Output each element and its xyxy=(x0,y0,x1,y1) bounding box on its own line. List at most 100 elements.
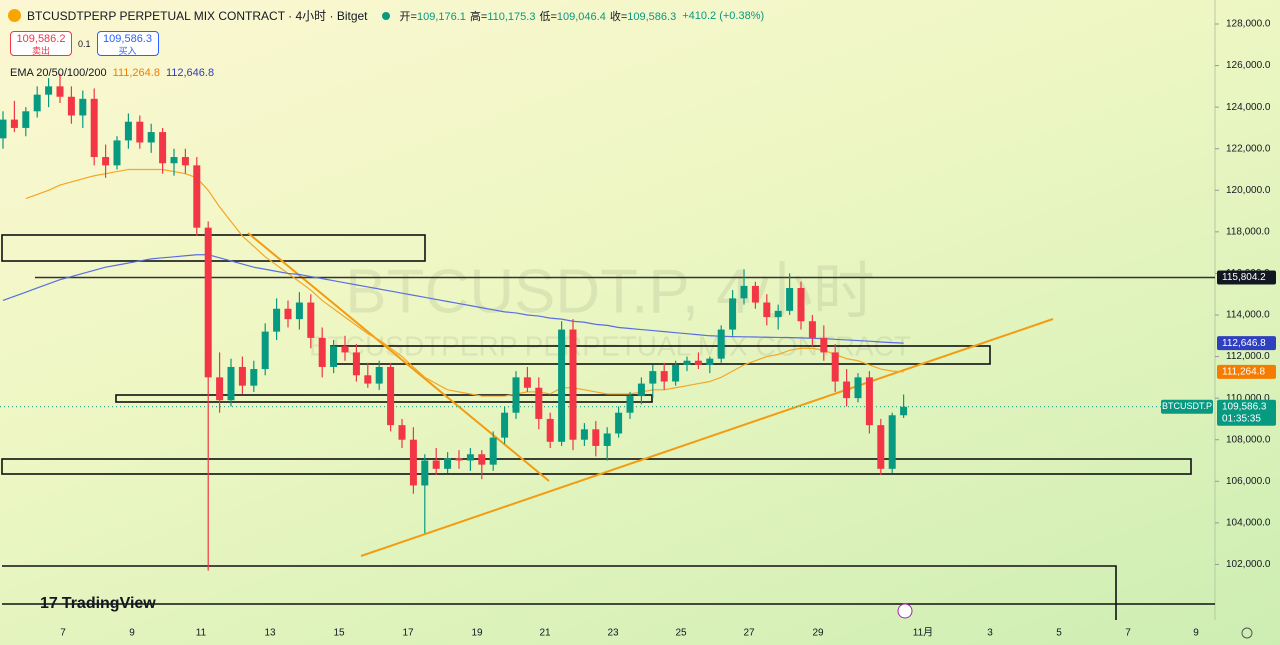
candle-body xyxy=(706,358,714,365)
zone xyxy=(115,394,653,403)
candle-body xyxy=(352,352,360,376)
ohlc-label: 收= xyxy=(609,10,628,23)
candle-body xyxy=(535,387,543,419)
candle-body xyxy=(273,308,281,332)
x-tick-label: 7 xyxy=(1125,628,1131,639)
candle-body xyxy=(774,310,782,318)
buy-price: 109,586.3 xyxy=(103,33,152,45)
candle-body xyxy=(683,360,691,365)
candle-body xyxy=(888,415,896,469)
x-tick-label: 13 xyxy=(264,628,276,639)
event-icon[interactable] xyxy=(897,603,913,619)
candle-body xyxy=(159,132,167,164)
candle-body xyxy=(717,329,725,359)
candle-body xyxy=(421,460,429,486)
candle-body xyxy=(546,418,554,442)
candle-body xyxy=(672,364,680,382)
candle-body xyxy=(444,458,452,469)
candle-body xyxy=(147,132,155,143)
x-tick-label: 29 xyxy=(812,628,824,639)
zone xyxy=(2,565,1117,620)
candle-body xyxy=(649,371,657,384)
candle-body xyxy=(261,331,269,370)
candle-body xyxy=(729,298,737,330)
symbol-tag xyxy=(1161,399,1213,414)
ohlc-value: 109,586.3 xyxy=(627,10,677,23)
x-tick-label: 23 xyxy=(607,628,619,639)
candle-body xyxy=(364,375,372,384)
ohlc-label: 低= xyxy=(539,10,557,23)
candle-body xyxy=(523,377,531,388)
candle-body xyxy=(637,383,645,397)
x-tick-label: 21 xyxy=(539,628,551,639)
candle-body xyxy=(398,425,406,440)
trend-line xyxy=(360,318,1054,557)
candle-body xyxy=(466,454,474,461)
candle-body xyxy=(181,157,189,166)
symbol-title: BTCUSDTPERP PERPETUAL MIX CONTRACT · 4小时… xyxy=(27,9,368,23)
candle-body xyxy=(808,321,816,338)
brand-mark: 17 xyxy=(40,595,58,612)
change: +410.2 (+0.38%) xyxy=(682,9,765,22)
candle-body xyxy=(694,360,702,365)
ohlc-label: 开= xyxy=(399,10,417,23)
zone xyxy=(1,458,1192,475)
candle-body xyxy=(512,377,520,413)
candle-body xyxy=(558,329,566,442)
ohlc-value: 109,176.1 xyxy=(416,10,466,23)
y-tick-label: 126,000.0 xyxy=(1226,60,1271,71)
sell-button[interactable]: 109,586.2 卖出 xyxy=(10,31,72,56)
x-tick-label: 11月 xyxy=(913,627,933,639)
spread: 0.1 xyxy=(78,38,91,49)
ema-line xyxy=(2,254,904,344)
status-dot xyxy=(381,11,390,20)
candle-body xyxy=(307,302,315,338)
candle-body xyxy=(831,352,839,382)
buy-button[interactable]: 109,586.3 买入 xyxy=(96,31,159,56)
ohlc-label: 高= xyxy=(469,10,488,23)
candle-body xyxy=(238,366,246,386)
candle-body xyxy=(56,86,64,97)
settings-icon[interactable] xyxy=(1241,627,1253,639)
x-tick-label: 7 xyxy=(60,628,66,639)
candle-body xyxy=(0,119,7,139)
x-tick-label: 17 xyxy=(402,628,414,639)
x-tick-label: 15 xyxy=(333,628,345,639)
candle-body xyxy=(569,329,577,440)
candle-body xyxy=(580,429,588,440)
candle-body xyxy=(284,308,292,320)
buy-label: 买入 xyxy=(118,46,137,56)
ema-label: EMA 20/50/100/200 xyxy=(10,67,107,79)
candle-body xyxy=(409,439,417,486)
candle-body xyxy=(820,337,828,353)
y-tick-label: 124,000.0 xyxy=(1226,102,1271,113)
y-tick-label: 118,000.0 xyxy=(1226,226,1270,237)
candle-body xyxy=(843,381,851,399)
candle-body xyxy=(33,94,41,112)
candle-body xyxy=(501,412,509,438)
x-tick-label: 27 xyxy=(743,628,755,639)
price-tag xyxy=(1217,364,1276,379)
y-tick-label: 114,000.0 xyxy=(1226,310,1270,321)
ohlc-value: 109,046.4 xyxy=(556,10,606,23)
candle-body xyxy=(102,157,110,166)
price-tag xyxy=(1217,336,1276,351)
candle-body xyxy=(854,377,862,399)
candle-body xyxy=(387,366,395,426)
candle-body xyxy=(877,425,885,469)
sell-label: 卖出 xyxy=(31,46,50,56)
candle-body xyxy=(900,406,908,416)
ema-value: 111,264.8 xyxy=(112,67,160,79)
candle-body xyxy=(227,366,235,401)
x-tick-label: 3 xyxy=(987,628,993,639)
candle-body xyxy=(740,285,748,299)
y-tick-label: 102,000.0 xyxy=(1226,559,1271,570)
candle-body xyxy=(250,369,258,386)
x-tick-label: 5 xyxy=(1056,628,1062,639)
candle-body xyxy=(489,437,497,465)
x-tick-label: 9 xyxy=(1193,628,1199,639)
y-tick-label: 110,000.0 xyxy=(1226,393,1270,404)
y-tick-label: 108,000.0 xyxy=(1226,434,1271,445)
